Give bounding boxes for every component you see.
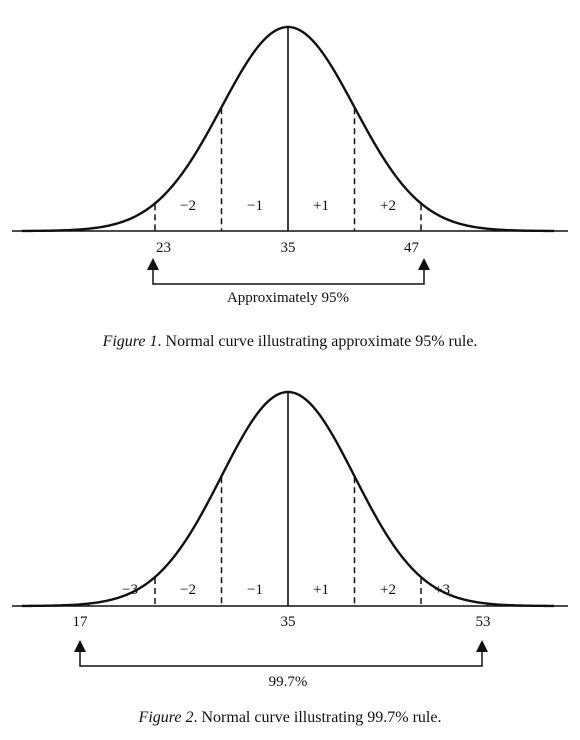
zone-label: −1 (247, 198, 263, 214)
zone-label: +2 (380, 198, 396, 214)
caption-text: . Normal curve illustrating 99.7% rule. (194, 709, 442, 726)
zone-label: +1 (313, 198, 329, 214)
zone-label: −2 (180, 582, 196, 598)
tick-label: 23 (156, 240, 171, 256)
zone-label: −2 (180, 198, 196, 214)
normal-curve (21, 25, 555, 233)
arrow-right (418, 258, 430, 270)
sd-boundaries (154, 28, 422, 231)
range-bracket (152, 264, 425, 285)
zone-label: +2 (380, 582, 396, 598)
figure-caption: Figure 2. Normal curve illustrating 99.7… (138, 709, 442, 726)
arrow-left (74, 640, 86, 652)
zone-label: −1 (247, 582, 263, 598)
tick-label: 35 (281, 614, 296, 630)
tick-label: 17 (73, 614, 89, 630)
figure-caption: Figure 1. Normal curve illustrating appr… (102, 333, 478, 350)
zone-label: −3 (122, 582, 138, 598)
tick-label: 35 (281, 240, 296, 256)
range-bracket (79, 646, 483, 667)
figure-2: −3 −2 −1 +1 +2 +3 17 35 53 99.7% Figure … (12, 390, 568, 726)
zone-label: +1 (313, 582, 329, 598)
range-label: Approximately 95% (227, 290, 349, 306)
tick-label: 47 (404, 240, 420, 256)
range-label: 99.7% (269, 674, 308, 690)
caption-lead: Figure 1 (102, 333, 158, 350)
arrow-left (147, 258, 159, 270)
sd-boundaries (87, 393, 489, 606)
zone-label: +3 (434, 582, 450, 598)
normal-curve (21, 390, 555, 608)
arrow-right (476, 640, 488, 652)
caption-lead: Figure 2 (138, 709, 194, 726)
figure-1: −2 −1 +1 +2 23 35 47 Approximately 95% F… (12, 25, 568, 350)
caption-text: . Normal curve illustrating approximate … (158, 333, 478, 350)
tick-label: 53 (476, 614, 491, 630)
